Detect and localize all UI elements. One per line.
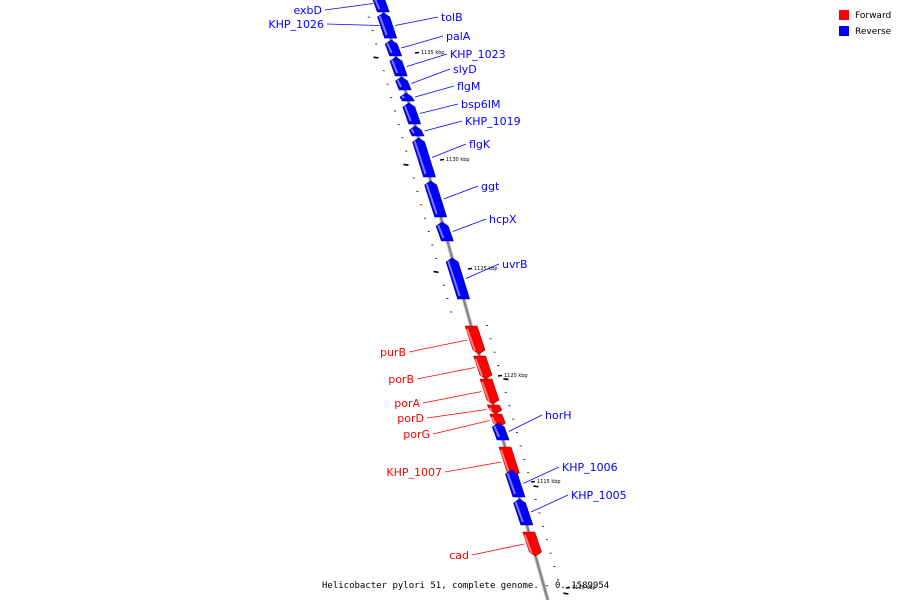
legend-forward-label: Forward: [855, 11, 891, 21]
gene-connector: [401, 35, 444, 49]
gene-connector: [452, 218, 487, 232]
gene-feature: [384, 39, 403, 57]
genome-caption: Helicobacter pylori 51, complete genome.…: [322, 581, 609, 591]
gene-feature: [464, 325, 486, 355]
gene-connector: [326, 23, 380, 26]
kbp-tick: [467, 267, 473, 270]
gene-label: porB: [388, 373, 414, 386]
gene-feature: [489, 413, 506, 428]
kbp-label: 1135 kbp: [421, 50, 445, 56]
gene-label: ggt: [481, 180, 500, 193]
gene-connector: [432, 420, 490, 435]
gene-connector: [419, 103, 459, 114]
gene-feature: [395, 76, 412, 91]
gene-label: porD: [397, 412, 424, 425]
gene-feature: [486, 404, 503, 415]
gene-label: KHP_1006: [562, 461, 618, 474]
kbp-tick: [530, 480, 536, 483]
gene-feature: [424, 180, 448, 218]
tick-marks: [367, 16, 569, 595]
gene-label: KHP_1007: [386, 466, 442, 479]
gene-feature: [389, 56, 408, 77]
gene-connector: [426, 409, 487, 419]
gene-connector: [508, 414, 543, 432]
kbp-label: 1130 kbp: [446, 157, 470, 163]
kbp-tick: [565, 586, 571, 589]
gene-connector: [531, 494, 569, 513]
gene-label: flgK: [469, 138, 491, 151]
tick-mark: [563, 592, 569, 595]
gene-feature: [377, 12, 398, 39]
gene-connector: [408, 339, 468, 353]
gene-label: palA: [446, 30, 471, 43]
gene-label: porG: [403, 428, 430, 441]
gene-feature: [399, 92, 415, 102]
gene-feature: [372, 0, 390, 13]
tick-mark: [533, 485, 539, 488]
gene-connector: [471, 543, 525, 556]
gene-feature: [505, 469, 526, 498]
gene-connector: [443, 185, 479, 200]
tick-mark: [373, 56, 379, 59]
tick-mark: [503, 378, 509, 381]
gene-connector: [465, 263, 500, 279]
gene-label: flgM: [457, 80, 480, 93]
gene-label: exbD: [293, 4, 322, 17]
gene-label: cad: [449, 549, 469, 562]
legend-reverse-label: Reverse: [855, 27, 892, 37]
gene-connector: [416, 367, 475, 380]
gene-connector: [424, 120, 463, 132]
legend-reverse-swatch: [839, 26, 849, 36]
gene-feature: [408, 125, 425, 137]
kbp-label: 1120 kbp: [504, 373, 528, 379]
kbp-tick: [439, 158, 445, 161]
tick-mark: [433, 270, 439, 274]
gene-label: bsp6IM: [461, 98, 500, 111]
kbp-label: 1115 kbp: [537, 479, 561, 485]
gene-label: KHP_1005: [571, 489, 627, 502]
gene-feature: [412, 137, 436, 178]
gene-connector: [444, 461, 502, 473]
gene-label: hcpX: [489, 213, 517, 226]
gene-features: [372, 0, 542, 557]
kbp-tick: [497, 374, 503, 377]
gene-connector: [411, 68, 451, 84]
gene-feature: [473, 355, 493, 380]
gene-label: purB: [380, 346, 406, 359]
gene-label: KHP_1019: [465, 115, 521, 128]
gene-feature: [491, 422, 510, 441]
gene-label: tolB: [441, 11, 463, 24]
gene-label: uvrB: [502, 258, 528, 271]
gene-connector: [523, 466, 560, 484]
gene-label: KHP_1026: [268, 18, 324, 31]
gene-connector: [406, 53, 448, 67]
gene-feature: [513, 498, 534, 526]
legend-forward-swatch: [839, 10, 849, 20]
gene-connector: [415, 85, 455, 98]
kbp-tick: [414, 51, 420, 54]
gene-connector: [422, 391, 482, 404]
legend: Forward Reverse: [839, 10, 892, 37]
gene-feature: [522, 531, 542, 557]
gene-connector: [431, 143, 467, 158]
kbp-label: 1125 kbp: [474, 266, 498, 272]
gene-connector: [395, 16, 439, 26]
gene-feature: [435, 221, 454, 242]
gene-feature: [445, 257, 471, 300]
gene-feature: [479, 378, 500, 405]
gene-label: slyD: [453, 63, 477, 76]
gene-feature: [402, 102, 422, 125]
gene-label: porA: [394, 397, 420, 410]
gene-label: horH: [545, 409, 572, 422]
gene-connector: [324, 3, 374, 11]
tick-mark: [403, 163, 409, 166]
kbp-label: 1110 kbp: [572, 585, 596, 591]
kbp-labels: 1135 kbp 1130 kbp 1125 kbp 1120 kbp 1115 kbp…: [414, 50, 596, 591]
gene-label: KHP_1023: [450, 48, 506, 61]
